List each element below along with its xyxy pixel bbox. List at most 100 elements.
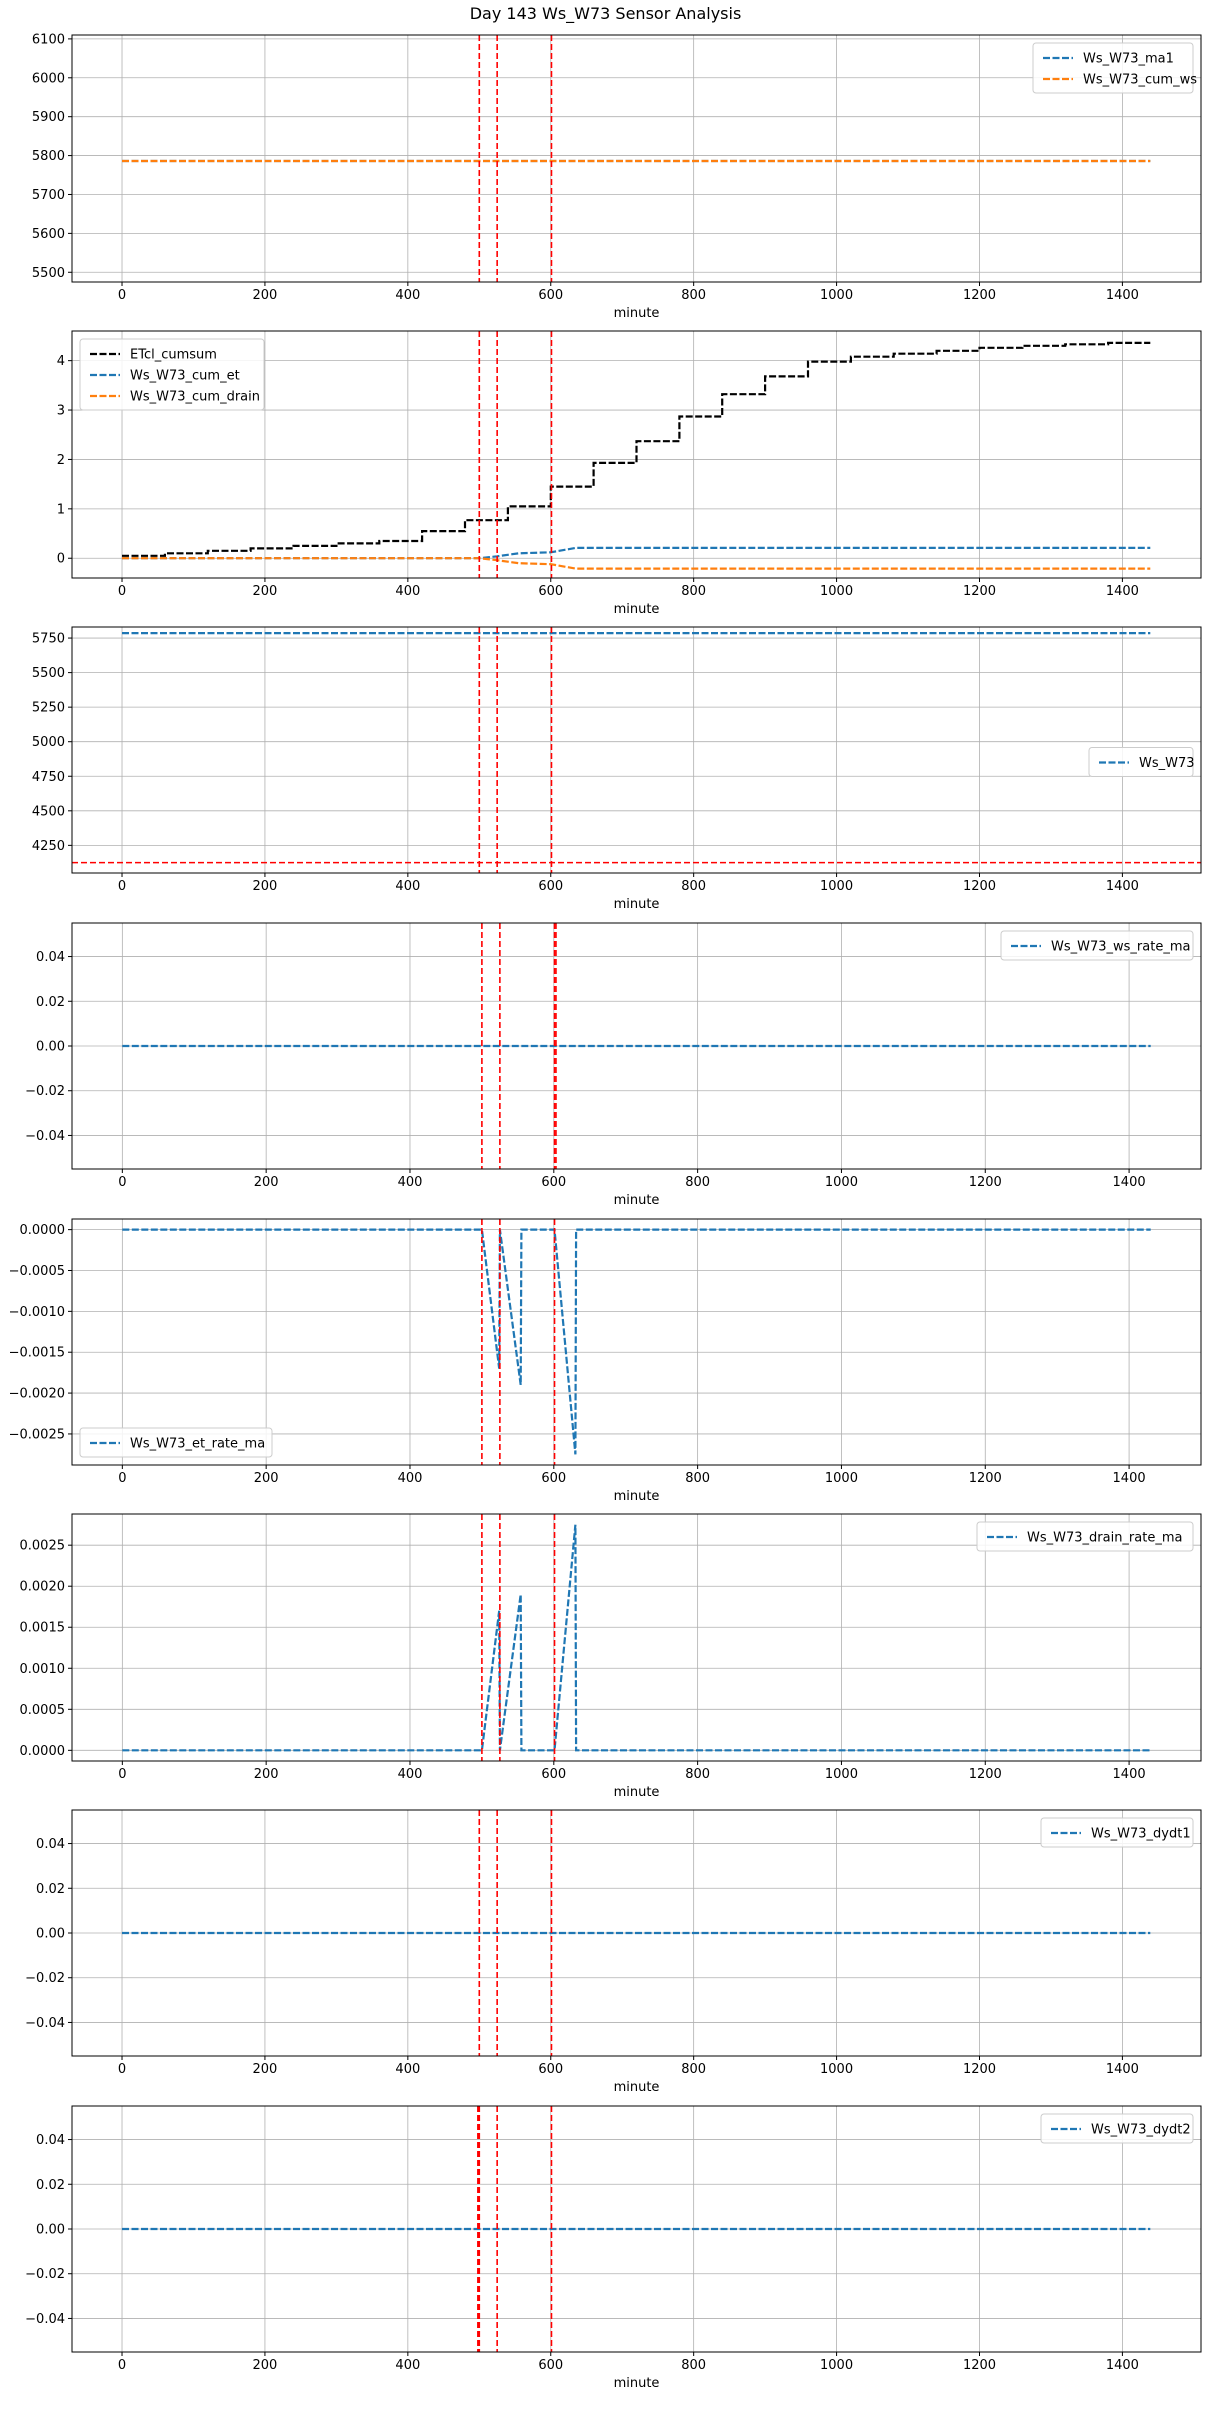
- y-tick-label: 0.0010: [20, 1662, 66, 1677]
- legend-box: [1000, 930, 1194, 961]
- y-tick-label: 0.02: [36, 1882, 65, 1897]
- subplot-4: 0 200 400 600 800 1000 1200 1400 −0.04 −0.02 0.00 0…: [25, 922, 1202, 1208]
- legend-entry: Ws_W73_cum_drain: [130, 390, 260, 405]
- subplot-5: 0 200 400 600 800 1000 1200 1400 −0.0025 −0.0020 −…: [9, 1218, 1202, 1504]
- figure-title: Day 143 Ws_W73 Sensor Analysis: [469, 4, 742, 23]
- legend: Ws_W73: [1088, 747, 1195, 777]
- x-tick-label: 800: [685, 1767, 710, 1782]
- x-tick-label: 1400: [1113, 1471, 1146, 1486]
- x-tick-label: 200: [253, 288, 278, 303]
- y-tick-label: 0.02: [36, 2178, 65, 2193]
- x-tick-label: 400: [398, 1175, 423, 1190]
- plot-area: [122, 1514, 1151, 1761]
- x-axis-label: minute: [614, 897, 660, 912]
- x-axis-label: minute: [614, 1193, 660, 1208]
- axes-frame: [71, 1513, 1202, 1762]
- subplot-2: 0 200 400 600 800 1000 1200 1400 0 1 2 3 4 minute ETcl…: [57, 330, 1202, 617]
- legend-box: [79, 338, 265, 411]
- y-tick-label: −0.04: [25, 2312, 65, 2327]
- plot-area: [122, 1219, 1151, 1465]
- x-tick-label: 200: [254, 1767, 279, 1782]
- plot-area: [122, 35, 1151, 282]
- y-tick-label: 5800: [32, 149, 65, 164]
- y-tick-label: −0.02: [25, 2267, 65, 2282]
- x-tick-label: 400: [395, 584, 420, 599]
- legend-box: [1088, 747, 1194, 777]
- y-tick-label: −0.04: [25, 1129, 65, 1144]
- x-tick-label: 800: [681, 879, 706, 894]
- y-tick-label: 2: [57, 453, 65, 468]
- legend: Ws_W73_drain_rate_ma: [976, 1521, 1194, 1552]
- subplot-1: 0 200 400 600 800 1000 1200 1400 5500 5600 5700 580…: [32, 32, 1202, 321]
- legend: Ws_W73_ws_rate_ma: [1000, 930, 1194, 961]
- x-tick-label: 1400: [1106, 879, 1139, 894]
- x-tick-label: 400: [398, 1767, 423, 1782]
- x-tick-label: 1400: [1106, 288, 1139, 303]
- x-tick-label: 800: [681, 584, 706, 599]
- x-tick-label: 400: [395, 288, 420, 303]
- x-tick-label: 1000: [825, 1471, 858, 1486]
- x-tick-label: 0: [118, 584, 126, 599]
- x-tick-label: 0: [118, 1767, 126, 1782]
- legend-entry: Ws_W73_cum_et: [130, 369, 240, 384]
- plot-area: [122, 331, 1151, 578]
- series-line-Ws_W73_et_rate_ma: [122, 1228, 1151, 1455]
- subplot-7: 0 200 400 600 800 1000 1200 1400 −0.04 −0.02 0.00 0…: [25, 1809, 1202, 2095]
- legend-box: [1040, 1817, 1194, 1848]
- legend: ETcl_cumsum Ws_W73_cum_et Ws_W73_cum_drain: [79, 338, 265, 411]
- x-tick-label: 0: [118, 288, 126, 303]
- axes-frame: [71, 34, 1202, 283]
- x-tick-label: 600: [538, 2358, 563, 2373]
- legend-box: [1032, 42, 1194, 94]
- y-tick-label: 0.0005: [20, 1703, 66, 1718]
- y-tick-label: 4: [57, 354, 65, 369]
- x-tick-label: 600: [538, 288, 563, 303]
- x-tick-label: 200: [253, 2062, 278, 2077]
- y-tick-label: 0.02: [36, 995, 65, 1010]
- x-tick-label: 0: [118, 1471, 126, 1486]
- y-tick-label: 5900: [32, 110, 65, 125]
- x-axis-label: minute: [614, 1785, 660, 1800]
- y-tick-label: 4750: [32, 770, 65, 785]
- x-tick-label: 0: [118, 879, 126, 894]
- x-tick-label: 200: [253, 2358, 278, 2373]
- y-tick-label: 0.04: [36, 950, 65, 965]
- x-tick-label: 1200: [963, 584, 996, 599]
- y-tick-label: 0.0020: [20, 1580, 66, 1595]
- legend-entry: Ws_W73_drain_rate_ma: [1027, 1531, 1182, 1546]
- y-tick-label: −0.0025: [9, 1427, 65, 1442]
- x-tick-label: 1200: [969, 1767, 1002, 1782]
- y-tick-label: −0.0005: [9, 1264, 65, 1279]
- x-tick-label: 1000: [825, 1175, 858, 1190]
- legend: Ws_W73_ma1 Ws_W73_cum_ws: [1032, 42, 1197, 94]
- y-tick-label: 0.04: [36, 2133, 65, 2148]
- x-tick-label: 800: [685, 1471, 710, 1486]
- y-tick-label: −0.0015: [9, 1346, 65, 1361]
- x-tick-label: 1400: [1113, 1767, 1146, 1782]
- x-tick-label: 1400: [1106, 584, 1139, 599]
- axes-frame: [71, 330, 1202, 579]
- y-tick-label: 0.0025: [20, 1539, 66, 1554]
- legend-box: [976, 1521, 1194, 1552]
- y-tick-label: 5500: [32, 666, 65, 681]
- x-tick-label: 1000: [825, 1767, 858, 1782]
- plot-area: [72, 627, 1201, 873]
- series-line-ETcl_cumsum: [122, 341, 1151, 557]
- x-tick-label: 600: [538, 584, 563, 599]
- y-tick-label: 5000: [32, 735, 65, 750]
- x-tick-label: 1000: [820, 2062, 853, 2077]
- series-line-Ws_W73_drain_rate_ma: [122, 1524, 1151, 1752]
- legend-entry: Ws_W73_dydt2: [1091, 2123, 1191, 2138]
- x-tick-label: 1200: [963, 879, 996, 894]
- plot-area: [122, 923, 1151, 1169]
- y-tick-label: 6000: [32, 71, 65, 86]
- x-tick-label: 1200: [963, 2358, 996, 2373]
- x-tick-label: 1400: [1106, 2062, 1139, 2077]
- x-tick-label: 600: [541, 1767, 566, 1782]
- y-tick-label: −0.04: [25, 2016, 65, 2031]
- y-tick-label: 3: [57, 404, 65, 419]
- x-tick-label: 200: [253, 879, 278, 894]
- subplot-8: 0 200 400 600 800 1000 1200 1400 −0.04 −0.02 0.00 0…: [25, 2105, 1202, 2391]
- y-tick-label: −0.0020: [9, 1387, 65, 1402]
